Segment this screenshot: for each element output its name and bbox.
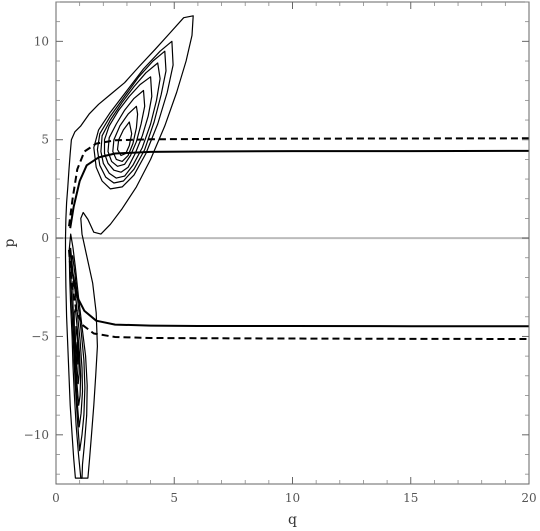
y-axis-ticks: −10 −5 0 5 10 [24,1,529,475]
dashed-branch-upper [68,137,529,227]
x-tick-label: 15 [403,491,418,505]
contour-ring-8 [116,121,133,157]
dashed-series [68,137,529,340]
trajectory-series [68,137,529,340]
dashed-branch-lower [68,249,529,340]
contour-ring-10 [70,255,86,452]
contour-ring-1 [64,15,194,479]
y-tick-label: 10 [34,34,49,48]
x-tick-label: 10 [285,491,300,505]
x-tick-label: 20 [521,491,536,505]
y-tick-label: −10 [24,428,49,442]
plot-area [56,15,529,479]
contour-ring-3 [96,50,167,184]
contour-ring-6 [107,89,146,167]
x-tick-label: 5 [170,491,178,505]
contour-ring-4 [100,62,161,179]
x-tick-label: 0 [52,491,60,505]
contour-ring-14 [76,341,79,365]
y-tick-label: 5 [41,133,49,147]
contour-ring-2 [93,40,174,190]
y-tick-label: −5 [31,329,49,343]
contour-ring-13 [75,326,80,385]
solid-series [69,149,529,328]
contour-ring-9 [68,233,88,479]
x-axis-label: q [288,512,297,528]
y-tick-label: 0 [41,231,49,245]
contour-ring-7 [112,105,139,162]
solid-branch-lower [69,247,529,328]
y-axis-label: p [2,238,18,247]
x-axis-ticks: 0 5 10 15 20 [52,2,537,505]
solid-branch-upper [69,149,529,229]
contour-ring-5 [103,76,153,173]
